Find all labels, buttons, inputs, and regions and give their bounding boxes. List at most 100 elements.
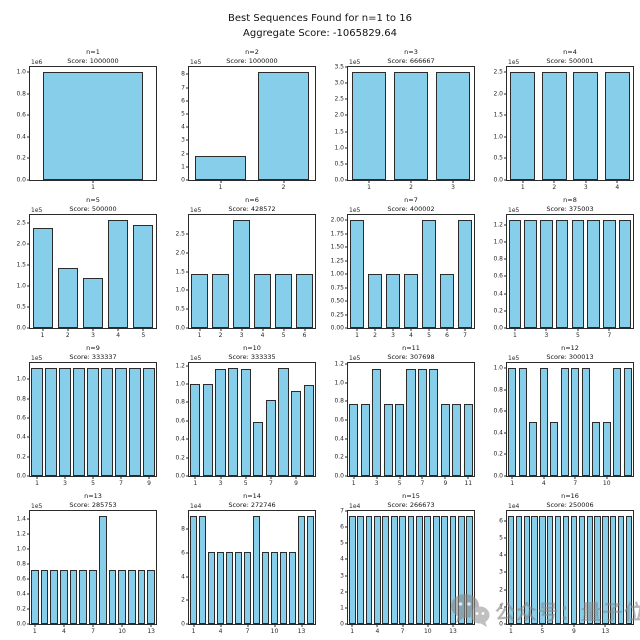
y-tick-label: 0.4 — [16, 590, 26, 598]
y-tick-label: 0.2 — [334, 453, 344, 461]
y-tick-label: 0.2 — [16, 453, 26, 461]
bar — [234, 551, 243, 624]
y-tick-mark — [27, 264, 30, 266]
y-tick-label: 1.0 — [334, 379, 344, 387]
y-axis-offset-label: 1e4 — [508, 503, 520, 510]
bar — [207, 551, 216, 624]
subplot-title: n=5 Score: 500000 — [29, 196, 157, 214]
subplot-title: n=14 Score: 272746 — [188, 492, 316, 510]
subplot-grid: n=1 Score: 1000000 1e6 0.0 0.2 0.4 0.6 0.8 1.0 1 n… — [2, 46, 638, 638]
x-tick-label: 1 — [40, 332, 45, 339]
x-tick-label: 5 — [243, 480, 248, 487]
y-tick-label: 3.5 — [334, 63, 344, 71]
y-tick-mark — [504, 241, 507, 243]
y-tick-label: 3 — [181, 136, 185, 144]
bar — [403, 274, 419, 328]
bar — [212, 274, 229, 328]
x-tick-label: 4 — [375, 628, 380, 635]
y-tick-mark — [504, 114, 507, 116]
x-tick-mark — [262, 328, 263, 331]
y-tick-label: 1.0 — [175, 286, 185, 294]
bar — [524, 220, 537, 328]
x-tick-label: 4 — [116, 332, 121, 339]
x-tick-mark — [545, 328, 547, 331]
x-tick-mark — [427, 624, 429, 627]
plot-area: 1e5 0.0 0.5 1.0 1.5 2.0 2.5 1 2 3 4 — [493, 59, 634, 191]
subplot-title-n: n=1 — [86, 48, 100, 56]
y-tick-mark — [504, 475, 507, 477]
bar — [531, 516, 538, 624]
subplot-title-score: Score: 500001 — [546, 56, 594, 65]
y-tick-label: 2.5 — [175, 230, 185, 238]
y-tick-label: 0 — [340, 620, 344, 628]
subplot-title-n: n=11 — [402, 344, 420, 352]
y-tick-label: 0.0 — [493, 472, 503, 480]
bar — [127, 570, 136, 624]
y-tick-mark — [504, 410, 507, 412]
bar — [278, 368, 289, 476]
subplot-title: n=16 Score: 250006 — [506, 492, 634, 510]
bar — [69, 570, 78, 624]
y-tick-mark — [186, 420, 189, 422]
bar — [587, 220, 600, 328]
y-tick-mark — [186, 139, 189, 141]
subplot-n=2: n=2 Score: 1000000 1e5 0 1 2 3 4 5 6 7 8 1 2 — [161, 46, 320, 194]
bar — [458, 516, 465, 624]
x-tick-mark — [283, 180, 284, 183]
bar — [417, 368, 428, 476]
bar — [604, 72, 630, 180]
bar — [507, 516, 515, 624]
y-tick-label: 0.5 — [493, 154, 503, 162]
x-tick-label: 5 — [540, 628, 545, 635]
x-tick-mark — [150, 624, 152, 627]
y-tick-label: 1.4 — [16, 515, 26, 523]
bar — [383, 404, 393, 476]
y-tick-mark — [504, 275, 507, 277]
y-tick-label: 1.0 — [175, 380, 185, 388]
bar — [202, 384, 213, 476]
y-tick-label: 5 — [340, 539, 344, 547]
x-tick-mark — [616, 180, 618, 183]
bar — [570, 516, 578, 624]
bar — [270, 551, 279, 624]
bar — [394, 404, 405, 476]
plot-area: 1e5 0.0 0.5 1.0 1.5 2.0 2.5 1 2 3 4 5 6 — [175, 207, 316, 339]
y-tick-mark — [345, 314, 348, 316]
subplot-n=10: n=10 Score: 333335 1e5 0.0 0.2 0.4 0.6 0.8 1.0 1.… — [161, 342, 320, 490]
y-tick-mark — [504, 157, 507, 159]
y-tick-label: 0.4 — [493, 429, 503, 437]
y-axis-offset-label: 1e5 — [349, 355, 361, 362]
plot-area: 1e5 0.0 0.2 0.4 0.6 0.8 1.0 1.2 1 3 5 7 9 11 — [334, 355, 475, 487]
bar — [42, 72, 144, 180]
subplot-title-n: n=5 — [86, 196, 100, 204]
x-tick-label: 1 — [367, 184, 371, 191]
y-tick-mark — [186, 401, 189, 403]
x-tick-mark — [356, 328, 358, 331]
bar — [436, 72, 470, 180]
y-axis-offset-label: 1e5 — [190, 59, 202, 66]
y-tick-label: 0.6 — [334, 416, 344, 424]
subplot-n=16: n=16 Score: 250006 1e4 0 1 2 3 4 5 6 1 5 9 13 — [479, 490, 638, 638]
x-tick-mark — [220, 180, 221, 183]
x-tick-label: 1 — [197, 332, 202, 339]
x-tick-label: 7 — [573, 480, 578, 487]
y-tick-mark — [186, 528, 189, 530]
y-tick-mark — [504, 71, 507, 73]
y-axis-offset-label: 1e5 — [31, 355, 43, 362]
y-tick-mark — [186, 166, 189, 168]
x-tick-label: 9 — [147, 480, 151, 487]
x-tick-mark — [577, 328, 579, 331]
y-tick-mark — [345, 246, 348, 248]
subplot-title-n: n=15 — [402, 492, 420, 500]
x-tick-mark — [92, 180, 94, 183]
subplot-n=9: n=9 Score: 333337 1e5 0.0 0.2 0.4 0.6 0.8 1.0 1 3 5… — [2, 342, 161, 490]
x-tick-label: 1 — [191, 628, 196, 635]
bar — [367, 274, 383, 328]
y-tick-mark — [345, 98, 348, 100]
bar — [258, 72, 309, 180]
x-tick-mark — [510, 624, 512, 627]
x-tick-mark — [34, 624, 36, 627]
y-tick-label: 0 — [181, 176, 185, 184]
x-tick-label: 13 — [449, 628, 457, 635]
y-tick-mark — [504, 179, 507, 181]
